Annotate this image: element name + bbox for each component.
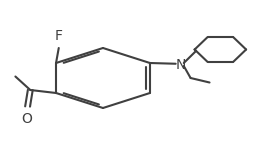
Text: F: F — [55, 30, 63, 44]
Text: O: O — [21, 112, 32, 126]
Text: N: N — [176, 57, 186, 72]
